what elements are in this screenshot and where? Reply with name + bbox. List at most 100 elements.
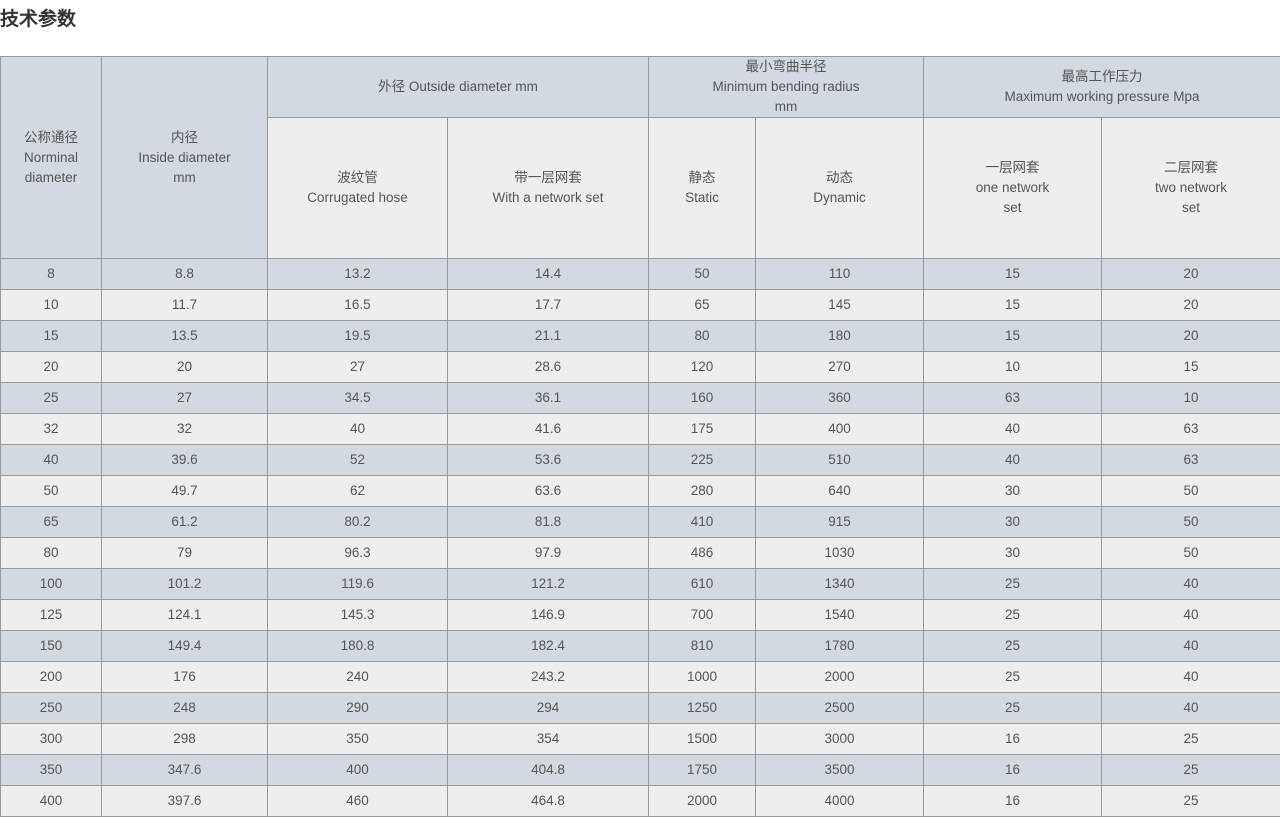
table-cell: 145 bbox=[755, 289, 925, 321]
table-row: 15 13.5 19.5 21.1 80 180 15 20 bbox=[0, 320, 1280, 352]
header-one-network-set: 一层网套 one network set bbox=[923, 117, 1103, 259]
table-cell: 40 bbox=[267, 413, 448, 445]
table-cell: 27 bbox=[101, 382, 268, 414]
table-cell: 49.7 bbox=[101, 475, 268, 507]
table-cell: 1000 bbox=[648, 661, 757, 693]
table-row: 250 248 290 294 1250 2500 25 40 bbox=[0, 692, 1280, 724]
table-cell: 20 bbox=[1101, 258, 1280, 290]
table-cell: 15 bbox=[923, 289, 1103, 321]
table-cell: 25 bbox=[923, 568, 1103, 600]
table-cell: 225 bbox=[648, 444, 757, 476]
table-cell: 915 bbox=[755, 506, 925, 538]
table-cell: 20 bbox=[1101, 289, 1280, 321]
table-cell: 13.5 bbox=[101, 320, 268, 352]
table-cell: 81.8 bbox=[446, 506, 650, 538]
table-cell: 27 bbox=[267, 351, 448, 383]
table-cell: 8 bbox=[0, 258, 102, 290]
table-cell: 294 bbox=[446, 692, 650, 724]
table-cell: 146.9 bbox=[446, 599, 650, 631]
table-cell: 41.6 bbox=[446, 413, 650, 445]
table-cell: 61.2 bbox=[101, 506, 268, 538]
table-cell: 40 bbox=[0, 444, 102, 476]
table-cell: 63.6 bbox=[446, 475, 650, 507]
table-cell: 464.8 bbox=[446, 785, 650, 817]
table-cell: 460 bbox=[267, 785, 448, 817]
table-row: 300 298 350 354 1500 3000 16 25 bbox=[0, 723, 1280, 755]
table-cell: 53.6 bbox=[446, 444, 650, 476]
table-row: 80 79 96.3 97.9 486 1030 30 50 bbox=[0, 537, 1280, 569]
table-cell: 180 bbox=[755, 320, 925, 352]
table-cell: 200 bbox=[0, 661, 102, 693]
table-cell: 1540 bbox=[755, 599, 925, 631]
table-cell: 36.1 bbox=[446, 382, 650, 414]
table-cell: 32 bbox=[0, 413, 102, 445]
table-cell: 700 bbox=[648, 599, 757, 631]
table-cell: 40 bbox=[1101, 568, 1280, 600]
table-cell: 16 bbox=[923, 785, 1103, 817]
table-cell: 25 bbox=[1101, 723, 1280, 755]
table-row: 125 124.1 145.3 146.9 700 1540 25 40 bbox=[0, 599, 1280, 631]
table-row: 100 101.2 119.6 121.2 610 1340 25 40 bbox=[0, 568, 1280, 600]
table-row: 65 61.2 80.2 81.8 410 915 30 50 bbox=[0, 506, 1280, 538]
table-row: 150 149.4 180.8 182.4 810 1780 25 40 bbox=[0, 630, 1280, 662]
table-cell: 101.2 bbox=[101, 568, 268, 600]
table-cell: 20 bbox=[1101, 320, 1280, 352]
table-row: 20 20 27 28.6 120 270 10 15 bbox=[0, 351, 1280, 383]
table-cell: 15 bbox=[923, 320, 1103, 352]
table-cell: 14.4 bbox=[446, 258, 650, 290]
table-cell: 96.3 bbox=[267, 537, 448, 569]
table-cell: 404.8 bbox=[446, 754, 650, 786]
table-cell: 11.7 bbox=[101, 289, 268, 321]
table-cell: 40 bbox=[923, 413, 1103, 445]
table-cell: 40 bbox=[1101, 599, 1280, 631]
table-row: 350 347.6 400 404.8 1750 3500 16 25 bbox=[0, 754, 1280, 786]
table-cell: 2000 bbox=[648, 785, 757, 817]
table-cell: 486 bbox=[648, 537, 757, 569]
table-cell: 63 bbox=[1101, 413, 1280, 445]
table-cell: 40 bbox=[923, 444, 1103, 476]
table-cell: 8.8 bbox=[101, 258, 268, 290]
header-static: 静态 Static bbox=[648, 117, 757, 259]
table-cell: 25 bbox=[923, 630, 1103, 662]
table-cell: 4000 bbox=[755, 785, 925, 817]
page-title: 技术参数 bbox=[0, 9, 77, 30]
table-cell: 40 bbox=[1101, 692, 1280, 724]
table-row: 25 27 34.5 36.1 160 360 63 10 bbox=[0, 382, 1280, 414]
table-cell: 40 bbox=[1101, 661, 1280, 693]
table-cell: 2000 bbox=[755, 661, 925, 693]
table-row: 40 39.6 52 53.6 225 510 40 63 bbox=[0, 444, 1280, 476]
table-cell: 110 bbox=[755, 258, 925, 290]
table-cell: 34.5 bbox=[267, 382, 448, 414]
table-cell: 121.2 bbox=[446, 568, 650, 600]
table-cell: 176 bbox=[101, 661, 268, 693]
table-cell: 160 bbox=[648, 382, 757, 414]
table-cell: 149.4 bbox=[101, 630, 268, 662]
table-cell: 50 bbox=[648, 258, 757, 290]
table-cell: 300 bbox=[0, 723, 102, 755]
table-cell: 79 bbox=[101, 537, 268, 569]
header-nominal-diameter: 公称通径 Norminal diameter bbox=[0, 56, 102, 259]
header-group-max-working-pressure: 最高工作压力 Maximum working pressure Mpa bbox=[923, 56, 1280, 118]
table-cell: 28.6 bbox=[446, 351, 650, 383]
table-cell: 610 bbox=[648, 568, 757, 600]
table-cell: 1340 bbox=[755, 568, 925, 600]
table-cell: 3000 bbox=[755, 723, 925, 755]
table-cell: 1750 bbox=[648, 754, 757, 786]
table-row: 200 176 240 243.2 1000 2000 25 40 bbox=[0, 661, 1280, 693]
table-cell: 100 bbox=[0, 568, 102, 600]
table-cell: 354 bbox=[446, 723, 650, 755]
table-cell: 25 bbox=[1101, 785, 1280, 817]
table-cell: 400 bbox=[755, 413, 925, 445]
table-cell: 25 bbox=[923, 692, 1103, 724]
table-cell: 16.5 bbox=[267, 289, 448, 321]
table-cell: 10 bbox=[1101, 382, 1280, 414]
table-cell: 50 bbox=[1101, 475, 1280, 507]
table-cell: 1030 bbox=[755, 537, 925, 569]
table-cell: 1250 bbox=[648, 692, 757, 724]
table-cell: 150 bbox=[0, 630, 102, 662]
table-row: 8 8.8 13.2 14.4 50 110 15 20 bbox=[0, 258, 1280, 290]
table-body: 8 8.8 13.2 14.4 50 110 15 20 10 11.7 16.… bbox=[0, 258, 1280, 817]
header-group-outside-diameter: 外径 Outside diameter mm bbox=[266, 56, 650, 118]
table-cell: 248 bbox=[101, 692, 268, 724]
table-cell: 50 bbox=[0, 475, 102, 507]
